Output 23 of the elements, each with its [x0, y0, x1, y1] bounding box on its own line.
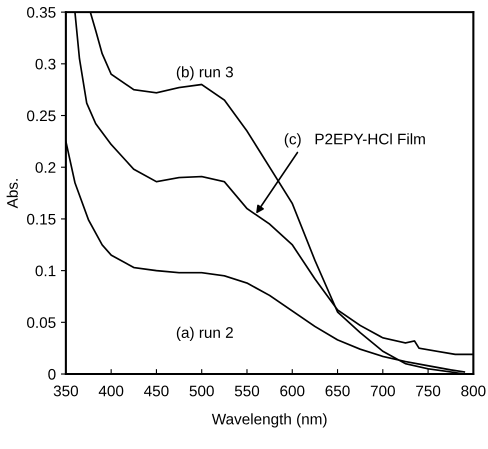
x-tick-label: 550: [234, 386, 260, 396]
x-tick-label: 500: [190, 386, 214, 396]
x-tick-label: 750: [416, 386, 440, 396]
x-tick-label: 800: [461, 386, 486, 396]
x-tick-label: 650: [326, 386, 350, 396]
x-tick-label: 600: [280, 386, 304, 396]
annotation: (b) run 3: [176, 66, 233, 80]
y-tick-label: 0: [48, 368, 56, 380]
y-tick-label: 0.25: [27, 110, 56, 122]
y-axis-title: Abs.: [6, 179, 18, 208]
y-tick-label: 0.05: [27, 317, 56, 328]
y-tick-label: 0.3: [36, 58, 56, 70]
x-axis-title: Wavelength (nm): [212, 413, 327, 428]
y-tick-label: 0.15: [27, 214, 56, 225]
x-tick-label: 350: [54, 386, 78, 396]
y-tick-label: 0.1: [36, 265, 56, 276]
y-tick-label: 0.2: [36, 162, 56, 173]
annotation: (a) run 2: [176, 326, 233, 341]
annotation: (c) P2EPY-HCl Film: [284, 133, 425, 148]
x-tick-label: 400: [98, 386, 124, 396]
y-tick-label: 0.35: [27, 6, 56, 18]
x-tick-label: 450: [144, 386, 169, 396]
x-tick-label: 700: [370, 386, 395, 396]
